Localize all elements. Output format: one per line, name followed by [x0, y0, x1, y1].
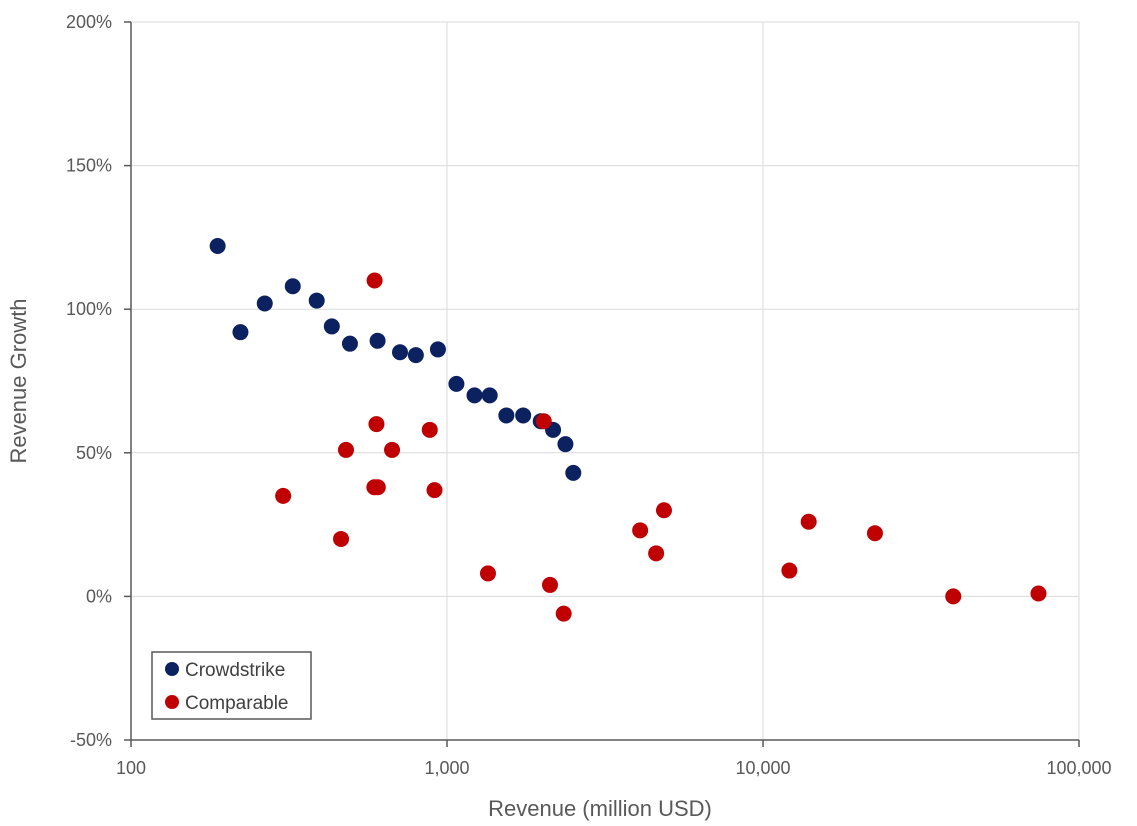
- y-tick-label: 200%: [66, 12, 112, 32]
- data-point-comparable: [781, 562, 798, 579]
- data-point-crowdstrike: [256, 295, 273, 312]
- x-tick-label: 100: [116, 758, 146, 778]
- y-tick-label: -50%: [70, 730, 112, 750]
- data-point-crowdstrike: [308, 292, 325, 309]
- data-point-crowdstrike: [391, 344, 408, 361]
- y-tick-label: 0%: [86, 586, 112, 606]
- data-point-comparable: [655, 502, 672, 519]
- data-point-comparable: [337, 441, 354, 458]
- data-point-comparable: [1030, 585, 1047, 602]
- data-point-crowdstrike: [448, 375, 465, 392]
- legend-box: [151, 651, 312, 720]
- data-point-comparable: [366, 272, 383, 289]
- data-point-crowdstrike: [284, 278, 301, 295]
- data-point-crowdstrike: [407, 347, 424, 364]
- data-point-comparable: [945, 588, 962, 605]
- grid-lines: [131, 21, 1080, 740]
- data-point-crowdstrike: [498, 407, 515, 424]
- x-tick-label: 1,000: [424, 758, 469, 778]
- data-point-comparable: [541, 576, 558, 593]
- data-point-comparable: [369, 479, 386, 496]
- data-point-crowdstrike: [341, 335, 358, 352]
- data-point-comparable: [426, 482, 443, 499]
- data-point-comparable: [800, 513, 817, 530]
- legend-marker-comparable: [165, 695, 179, 709]
- data-point-comparable: [333, 530, 350, 547]
- data-point-comparable: [275, 487, 292, 504]
- legend-marker-crowdstrike: [165, 662, 179, 676]
- data-point-crowdstrike: [515, 407, 532, 424]
- y-tick-label: 100%: [66, 299, 112, 319]
- y-tick-label: 150%: [66, 156, 112, 176]
- data-point-comparable: [555, 605, 572, 622]
- data-point-crowdstrike: [232, 324, 249, 341]
- x-axis-title: Revenue (million USD): [488, 796, 712, 821]
- y-axis-title: Revenue Growth: [6, 298, 31, 463]
- data-point-crowdstrike: [481, 387, 498, 404]
- data-point-comparable: [384, 441, 401, 458]
- y-tick-label: 50%: [76, 443, 112, 463]
- legend-label-comparable: Comparable: [185, 693, 289, 714]
- data-point-comparable: [535, 413, 552, 430]
- tick-labels: -50% 0% 50% 100% 150% 200% 100 1,000 10,000 100,0…: [66, 12, 1112, 778]
- data-point-crowdstrike: [369, 332, 386, 349]
- data-point-comparable: [479, 565, 496, 582]
- data-point-comparable: [648, 545, 665, 562]
- data-point-crowdstrike: [466, 387, 483, 404]
- data-point-comparable: [421, 421, 438, 438]
- data-point-crowdstrike: [557, 436, 574, 453]
- legend: Crowdstrike Comparable: [151, 651, 312, 720]
- data-point-crowdstrike: [429, 341, 446, 358]
- data-point-crowdstrike: [209, 238, 226, 255]
- data-point-comparable: [866, 525, 883, 542]
- axes: [124, 21, 1080, 747]
- data-point-comparable: [632, 522, 649, 539]
- legend-label-crowdstrike: Crowdstrike: [185, 660, 285, 681]
- x-tick-label: 100,000: [1046, 758, 1111, 778]
- data-points: [209, 238, 1047, 622]
- data-point-crowdstrike: [565, 464, 582, 481]
- data-point-crowdstrike: [323, 318, 340, 335]
- x-tick-label: 10,000: [735, 758, 790, 778]
- data-point-comparable: [368, 416, 385, 433]
